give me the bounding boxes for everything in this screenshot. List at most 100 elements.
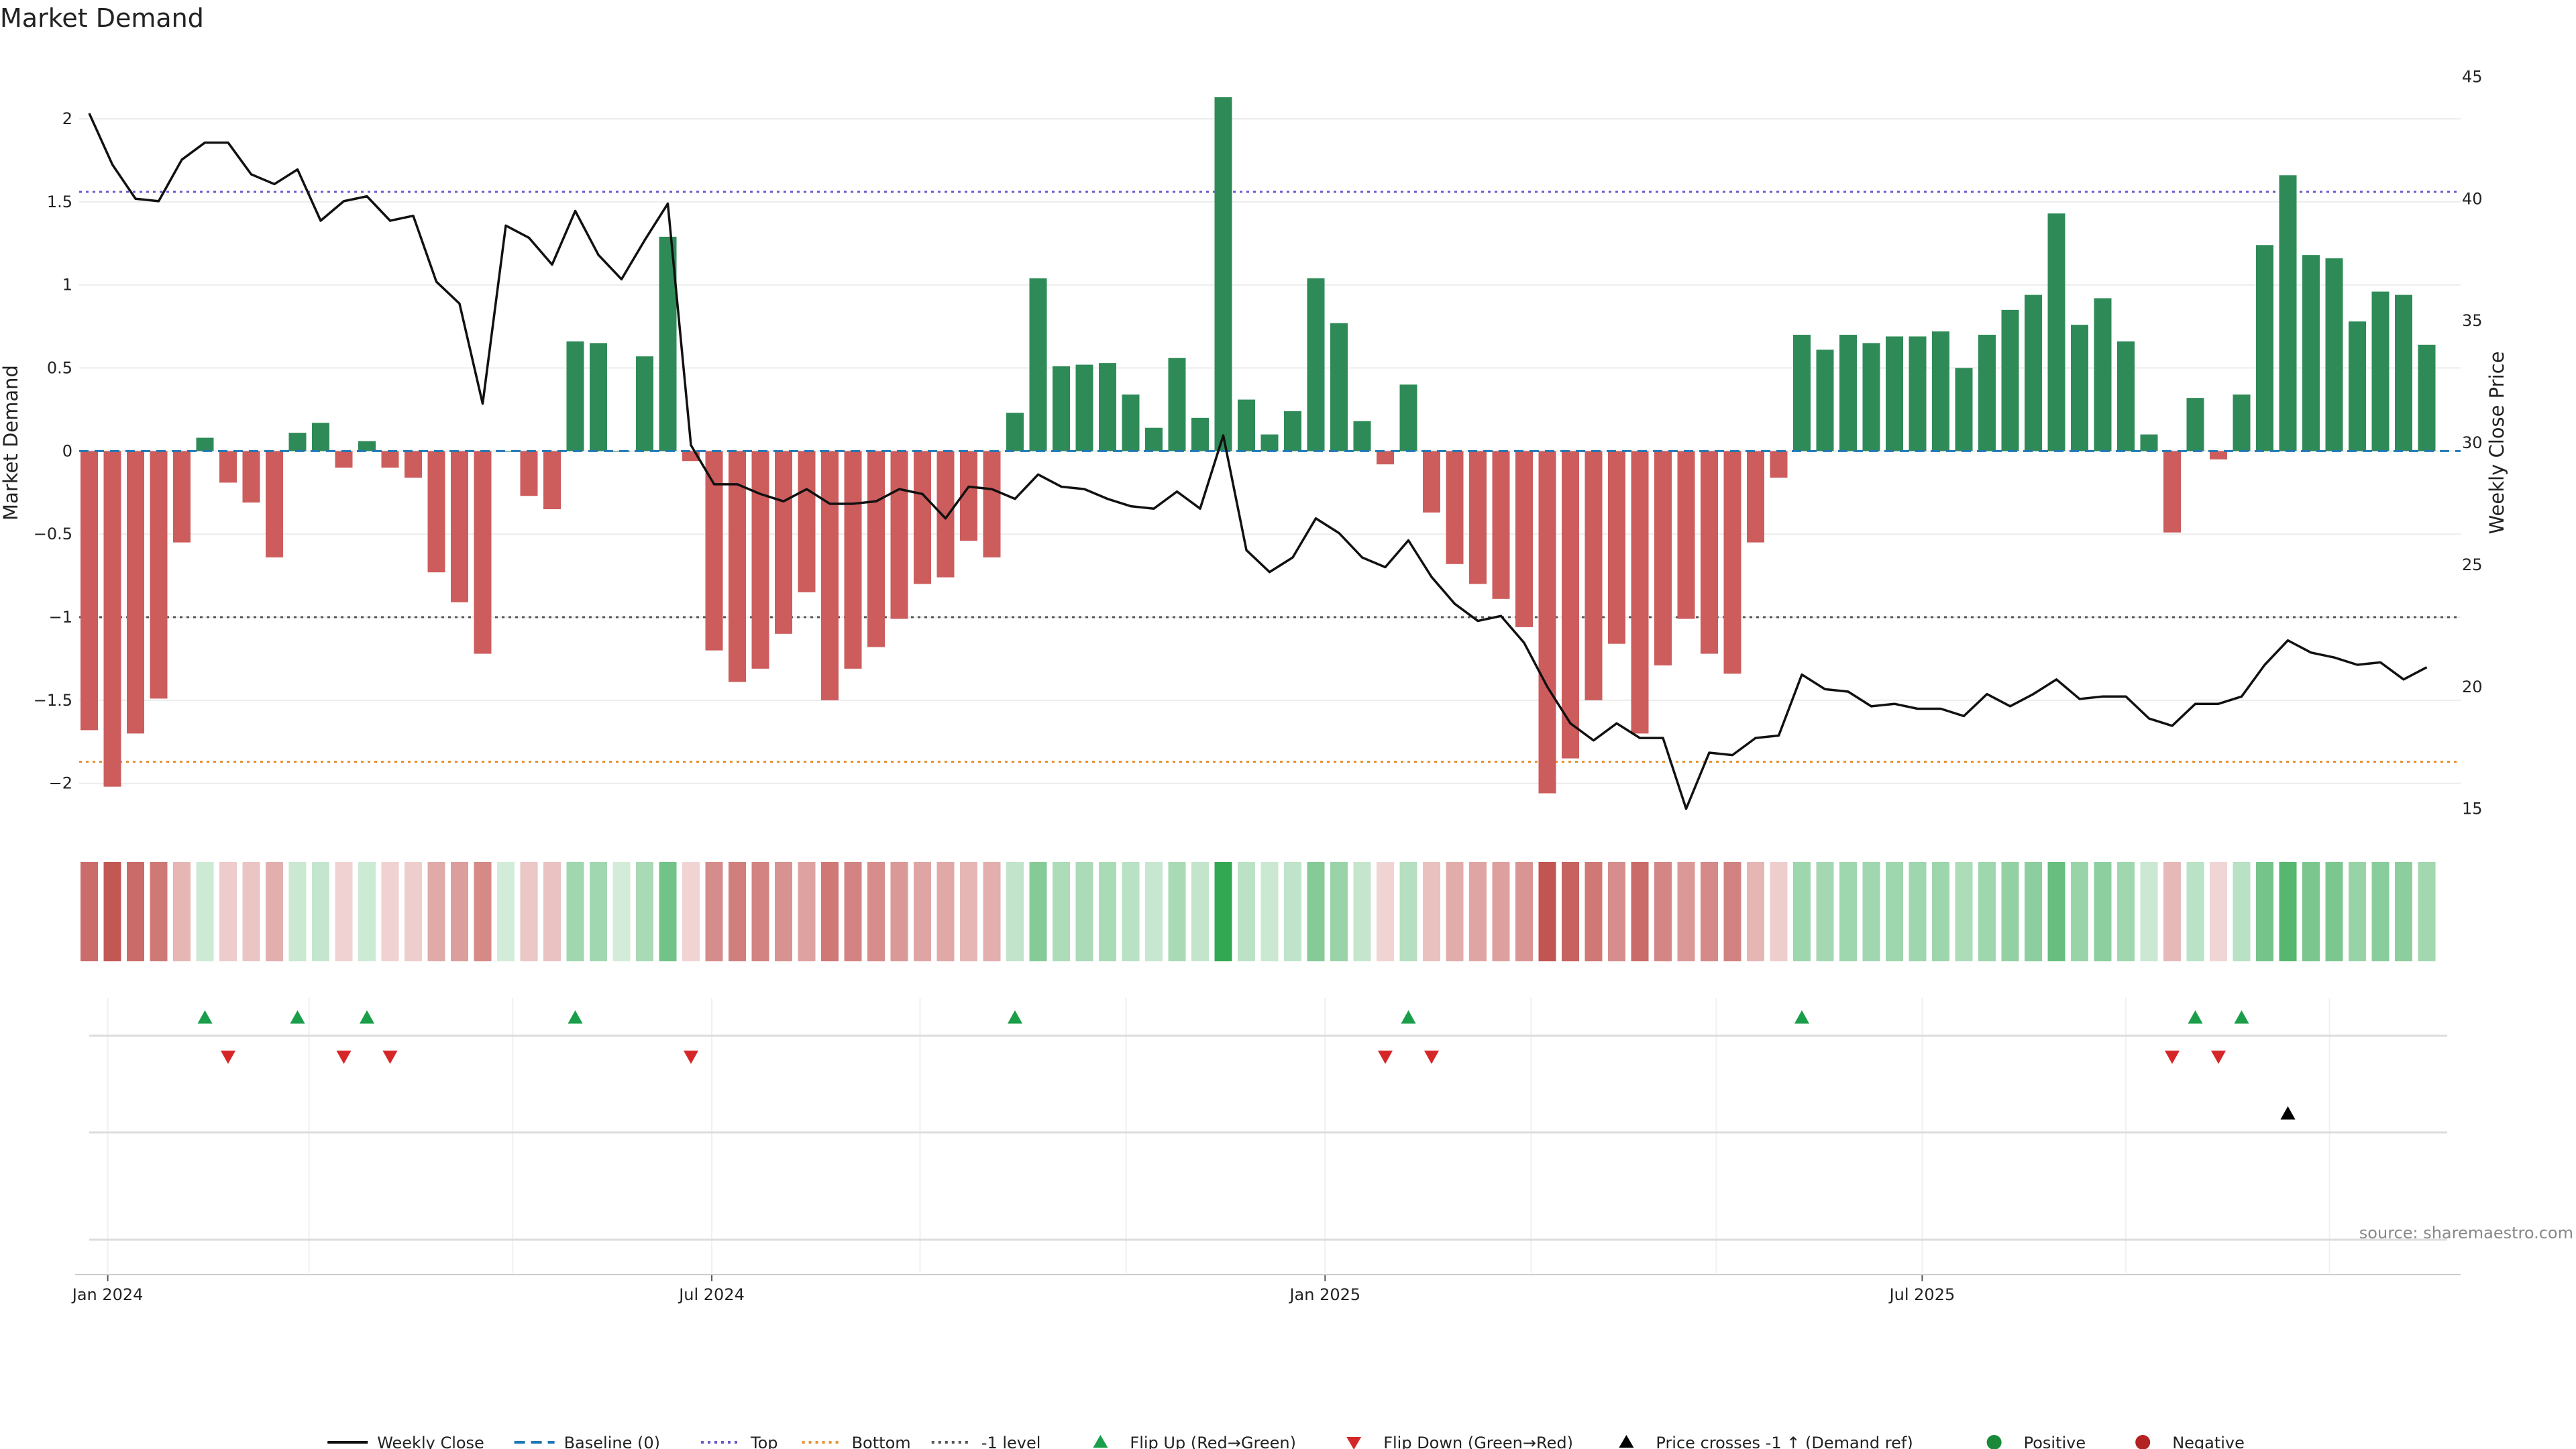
heat-cell: [1839, 862, 1857, 961]
demand-bar: [1423, 451, 1440, 513]
heat-cell: [1168, 862, 1186, 961]
demand-bar: [844, 451, 862, 669]
demand-bar: [751, 451, 769, 669]
demand-bar: [1353, 421, 1371, 451]
heat-cell: [381, 862, 399, 961]
legend-swatch: [1346, 1437, 1362, 1449]
right-y-tick-label: 45: [2462, 67, 2483, 86]
heat-cell: [1214, 862, 1232, 961]
heat-cell: [1307, 862, 1325, 961]
legend-item: -1 level: [931, 1434, 1040, 1449]
heat-cell: [890, 862, 908, 961]
demand-bar: [1053, 366, 1070, 451]
demand-bar: [2325, 258, 2343, 451]
x-tick-label: Jan 2024: [71, 1285, 144, 1304]
demand-bar: [1330, 323, 1348, 451]
demand-bar: [821, 451, 839, 700]
demand-bar: [2163, 451, 2181, 533]
legend-label: Top: [750, 1434, 778, 1449]
heat-cell: [936, 862, 955, 961]
heat-cell: [1978, 862, 1996, 961]
flip-down-marker: [336, 1051, 352, 1064]
heat-cell: [729, 862, 746, 961]
legend-item: Negative: [2135, 1434, 2245, 1449]
heat-cell: [1562, 862, 1579, 961]
heat-cell: [427, 862, 445, 961]
heat-cell: [1029, 862, 1047, 961]
legend-label: Flip Up (Red→Green): [1130, 1434, 1296, 1449]
demand-bar: [2094, 298, 2112, 451]
flip-down-marker: [382, 1051, 398, 1064]
flip-up-marker: [568, 1010, 583, 1024]
demand-bar: [1469, 451, 1487, 584]
demand-bar: [2117, 341, 2135, 451]
left-y-tick-label: −1: [49, 608, 72, 627]
heat-cell: [751, 862, 769, 961]
demand-bar: [1585, 451, 1603, 700]
demand-bar: [1608, 451, 1625, 644]
left-y-tick-label: 0: [62, 441, 72, 460]
heat-cell: [520, 862, 538, 961]
legend-item: Top: [701, 1434, 778, 1449]
left-y-tick-label: −2: [49, 774, 72, 793]
heat-cell: [1399, 862, 1417, 961]
left-y-axis: 2 1.5 1 0.5 0 −0.5 −1 −1.5 −2: [34, 109, 72, 793]
heat-cell: [219, 862, 237, 961]
source-note: source: sharemaestro.com: [2359, 1224, 2573, 1242]
flip-up-marker: [290, 1010, 305, 1024]
demand-bars: [80, 97, 2436, 794]
demand-bar: [890, 451, 908, 619]
flip-up-marker: [2188, 1010, 2203, 1024]
demand-bar: [2302, 255, 2320, 451]
flip-up-marker: [360, 1010, 374, 1024]
legend-item: Positive: [1986, 1434, 2086, 1449]
heat-cell: [1747, 862, 1764, 961]
legend-item: Price crosses -1 ↑ (Demand ref): [1619, 1434, 1913, 1449]
heat-cell: [659, 862, 677, 961]
heat-cell: [705, 862, 723, 961]
heat-cell: [1932, 862, 1949, 961]
demand-bar: [2256, 245, 2273, 451]
right-y-tick-label: 40: [2462, 189, 2483, 208]
demand-bar: [775, 451, 792, 634]
x-tick-label: Jan 2025: [1288, 1285, 1360, 1304]
flip-down-marker: [2165, 1051, 2180, 1064]
left-y-axis-label: Market Demand: [0, 365, 22, 521]
heat-cell: [612, 862, 631, 961]
heat-cell: [1122, 862, 1140, 961]
demand-bar: [914, 451, 931, 584]
demand-bar: [1168, 358, 1186, 451]
flip-up-marker: [2234, 1010, 2249, 1024]
heat-cell: [2117, 862, 2135, 961]
legend-label: Weekly Close: [377, 1434, 484, 1449]
demand-bar: [196, 437, 214, 451]
demand-bar: [2371, 291, 2390, 451]
heat-cell: [543, 862, 561, 961]
legend-label: Flip Down (Green→Red): [1383, 1434, 1573, 1449]
left-y-tick-label: −1.5: [34, 691, 72, 710]
heat-cell: [1515, 862, 1533, 961]
x-axis: Jan 2024 Jul 2024 Jan 2025 Jul 2025: [71, 1274, 2461, 1304]
heat-cell: [2349, 862, 2366, 961]
heat-cell: [1816, 862, 1834, 961]
flip-up-marker: [1008, 1010, 1022, 1024]
heat-cell: [914, 862, 931, 961]
heat-cell: [2025, 862, 2042, 961]
right-y-tick-label: 35: [2462, 311, 2483, 330]
demand-bar: [867, 451, 885, 647]
legend-label: Negative: [2172, 1434, 2245, 1449]
demand-bar: [1816, 350, 1834, 451]
demand-bar: [2279, 175, 2297, 451]
heat-cell: [1191, 862, 1209, 961]
demand-bar: [427, 451, 445, 573]
demand-bar: [1515, 451, 1533, 627]
heat-cell: [1909, 862, 1927, 961]
heat-cell: [497, 862, 515, 961]
heat-cell: [1330, 862, 1348, 961]
demand-bar: [1191, 417, 1209, 451]
heat-cell: [2395, 862, 2412, 961]
heat-cell: [2001, 862, 2019, 961]
demand-bar: [1839, 335, 1857, 451]
heat-cell: [1585, 862, 1603, 961]
